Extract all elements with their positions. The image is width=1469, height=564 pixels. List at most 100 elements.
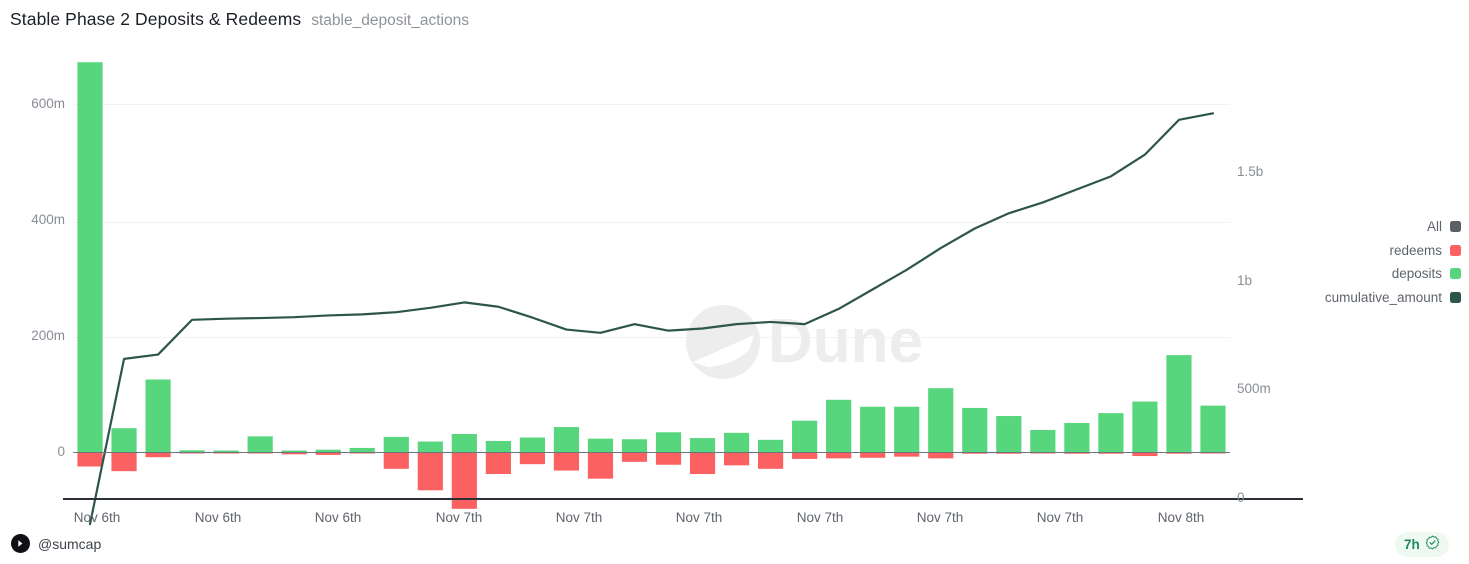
chart-series-canvas	[77, 62, 1226, 526]
legend-item-all[interactable]: All	[1271, 219, 1461, 234]
redeems-bar[interactable]	[1132, 452, 1158, 457]
x-axis-tick: Nov 6th	[314, 510, 362, 525]
gridline-600m	[73, 104, 1230, 105]
deposits-bar-group[interactable]	[77, 62, 1226, 453]
deposits-bar[interactable]	[383, 436, 409, 452]
author-handle[interactable]: @sumcap	[38, 535, 102, 552]
chart-legend[interactable]: All redeems deposits cumulative_amount	[1271, 219, 1461, 305]
legend-item-deposits[interactable]: deposits	[1271, 266, 1461, 281]
gridline-400m	[73, 222, 1230, 223]
deposits-bar[interactable]	[1132, 401, 1158, 452]
deposits-bar[interactable]	[77, 62, 103, 453]
redeems-bar[interactable]	[281, 452, 307, 455]
redeems-bar[interactable]	[383, 452, 409, 469]
redeems-bar[interactable]	[655, 452, 682, 465]
deposits-bar[interactable]	[1098, 413, 1124, 452]
deposits-bar[interactable]	[962, 407, 988, 452]
deposits-bar[interactable]	[723, 432, 750, 452]
legend-item-label: redeems	[1389, 242, 1442, 258]
deposits-bar[interactable]	[1200, 405, 1226, 452]
deposits-bar[interactable]	[792, 420, 818, 452]
x-axis-tick: Nov 7th	[796, 510, 844, 525]
y-axis-left-tick: 200m	[31, 328, 65, 343]
legend-item-label: All	[1426, 219, 1442, 234]
y-axis-right-tick: 1.5b	[1237, 164, 1264, 179]
deposits-bar[interactable]	[519, 437, 545, 453]
deposits-bar[interactable]	[1030, 429, 1056, 452]
redeems-bar[interactable]	[826, 452, 852, 459]
deposits-bar[interactable]	[179, 450, 205, 452]
query-name-subtitle: stable_deposit_actions	[311, 12, 469, 29]
redeems-bar[interactable]	[417, 452, 443, 491]
deposits-bar[interactable]	[111, 428, 137, 452]
deposits-bar[interactable]	[417, 441, 443, 452]
x-axis-tick: Nov 6th	[194, 510, 242, 525]
redeems-bar[interactable]	[145, 452, 171, 458]
redeems-bar[interactable]	[587, 452, 614, 479]
deposits-bar[interactable]	[145, 379, 171, 453]
deposits-bar[interactable]	[1166, 355, 1192, 452]
x-axis-tick: Nov 8th	[1157, 510, 1205, 525]
deposits-bar[interactable]	[281, 450, 307, 453]
deposits-bar[interactable]	[928, 388, 954, 452]
legend-item-label: cumulative_amount	[1324, 289, 1442, 305]
redeems-bar[interactable]	[451, 452, 477, 509]
deposits-bar[interactable]	[860, 406, 886, 452]
legend-item-redeems[interactable]: redeems	[1271, 243, 1461, 258]
deposits-bar[interactable]	[315, 449, 341, 452]
deposits-bar[interactable]	[451, 434, 477, 452]
legend-item-cumulative_amount[interactable]: cumulative_amount	[1271, 290, 1461, 305]
redeems-bar-group[interactable]	[77, 452, 1226, 509]
redeems-bar[interactable]	[689, 452, 716, 475]
y-axis-right-tick: 500m	[1237, 381, 1271, 397]
deposits-bar[interactable]	[587, 438, 614, 452]
redeems-bar[interactable]	[485, 452, 511, 475]
page-title: Stable Phase 2 Deposits & Redeems	[10, 9, 302, 29]
y-axis-right-tick: 1b	[1237, 272, 1253, 288]
redeems-bar[interactable]	[553, 452, 580, 471]
redeems-bar[interactable]	[519, 452, 545, 465]
deposits-bar[interactable]	[826, 399, 852, 452]
legend-swatch-icon	[1450, 244, 1461, 256]
redeems-bar[interactable]	[758, 452, 784, 469]
deposits-bar[interactable]	[485, 440, 511, 452]
deposits-bar[interactable]	[689, 438, 716, 452]
deposits-bar[interactable]	[213, 450, 239, 453]
gridline-200m	[73, 337, 1230, 338]
legend-swatch-icon	[1450, 268, 1461, 279]
legend-swatch-icon	[1450, 221, 1461, 232]
x-axis-tick: Nov 7th	[675, 510, 723, 525]
deposits-bar[interactable]	[349, 447, 375, 452]
y-axis-left-tick: 600m	[31, 96, 65, 111]
verified-badge-icon	[1425, 535, 1440, 555]
redeems-bar[interactable]	[111, 452, 137, 472]
redeems-bar[interactable]	[723, 452, 750, 466]
deposits-bar[interactable]	[758, 439, 784, 452]
cumulative-amount-line[interactable]	[88, 112, 1215, 526]
x-axis-tick: Nov 6th	[73, 510, 121, 525]
deposits-bar[interactable]	[621, 439, 648, 452]
deposits-bar[interactable]	[553, 427, 580, 452]
y-axis-left-tick: 400m	[31, 212, 65, 227]
redeems-bar[interactable]	[928, 452, 954, 459]
y-axis-right-tick: 0	[1237, 490, 1245, 505]
plot-area: Dune	[63, 47, 1303, 526]
deposits-bar[interactable]	[894, 406, 920, 452]
deposits-bar[interactable]	[247, 436, 273, 452]
x-axis-tick: Nov 7th	[1036, 510, 1084, 525]
legend-item-label: deposits	[1391, 266, 1442, 281]
status-badge[interactable]: 7h	[1395, 532, 1449, 557]
redeems-bar[interactable]	[315, 452, 341, 455]
author-footer[interactable]: @sumcap	[11, 534, 101, 553]
y-axis-left-tick: 0	[57, 444, 65, 459]
deposits-bar[interactable]	[1064, 423, 1090, 452]
redeems-bar[interactable]	[860, 452, 886, 458]
redeems-bar[interactable]	[894, 452, 920, 457]
redeems-bar[interactable]	[621, 452, 648, 462]
freshness-label: 7h	[1404, 537, 1420, 552]
deposits-bar[interactable]	[655, 432, 682, 452]
deposits-bar[interactable]	[996, 416, 1022, 452]
redeems-bar[interactable]	[792, 452, 818, 459]
redeems-bar[interactable]	[77, 452, 103, 467]
